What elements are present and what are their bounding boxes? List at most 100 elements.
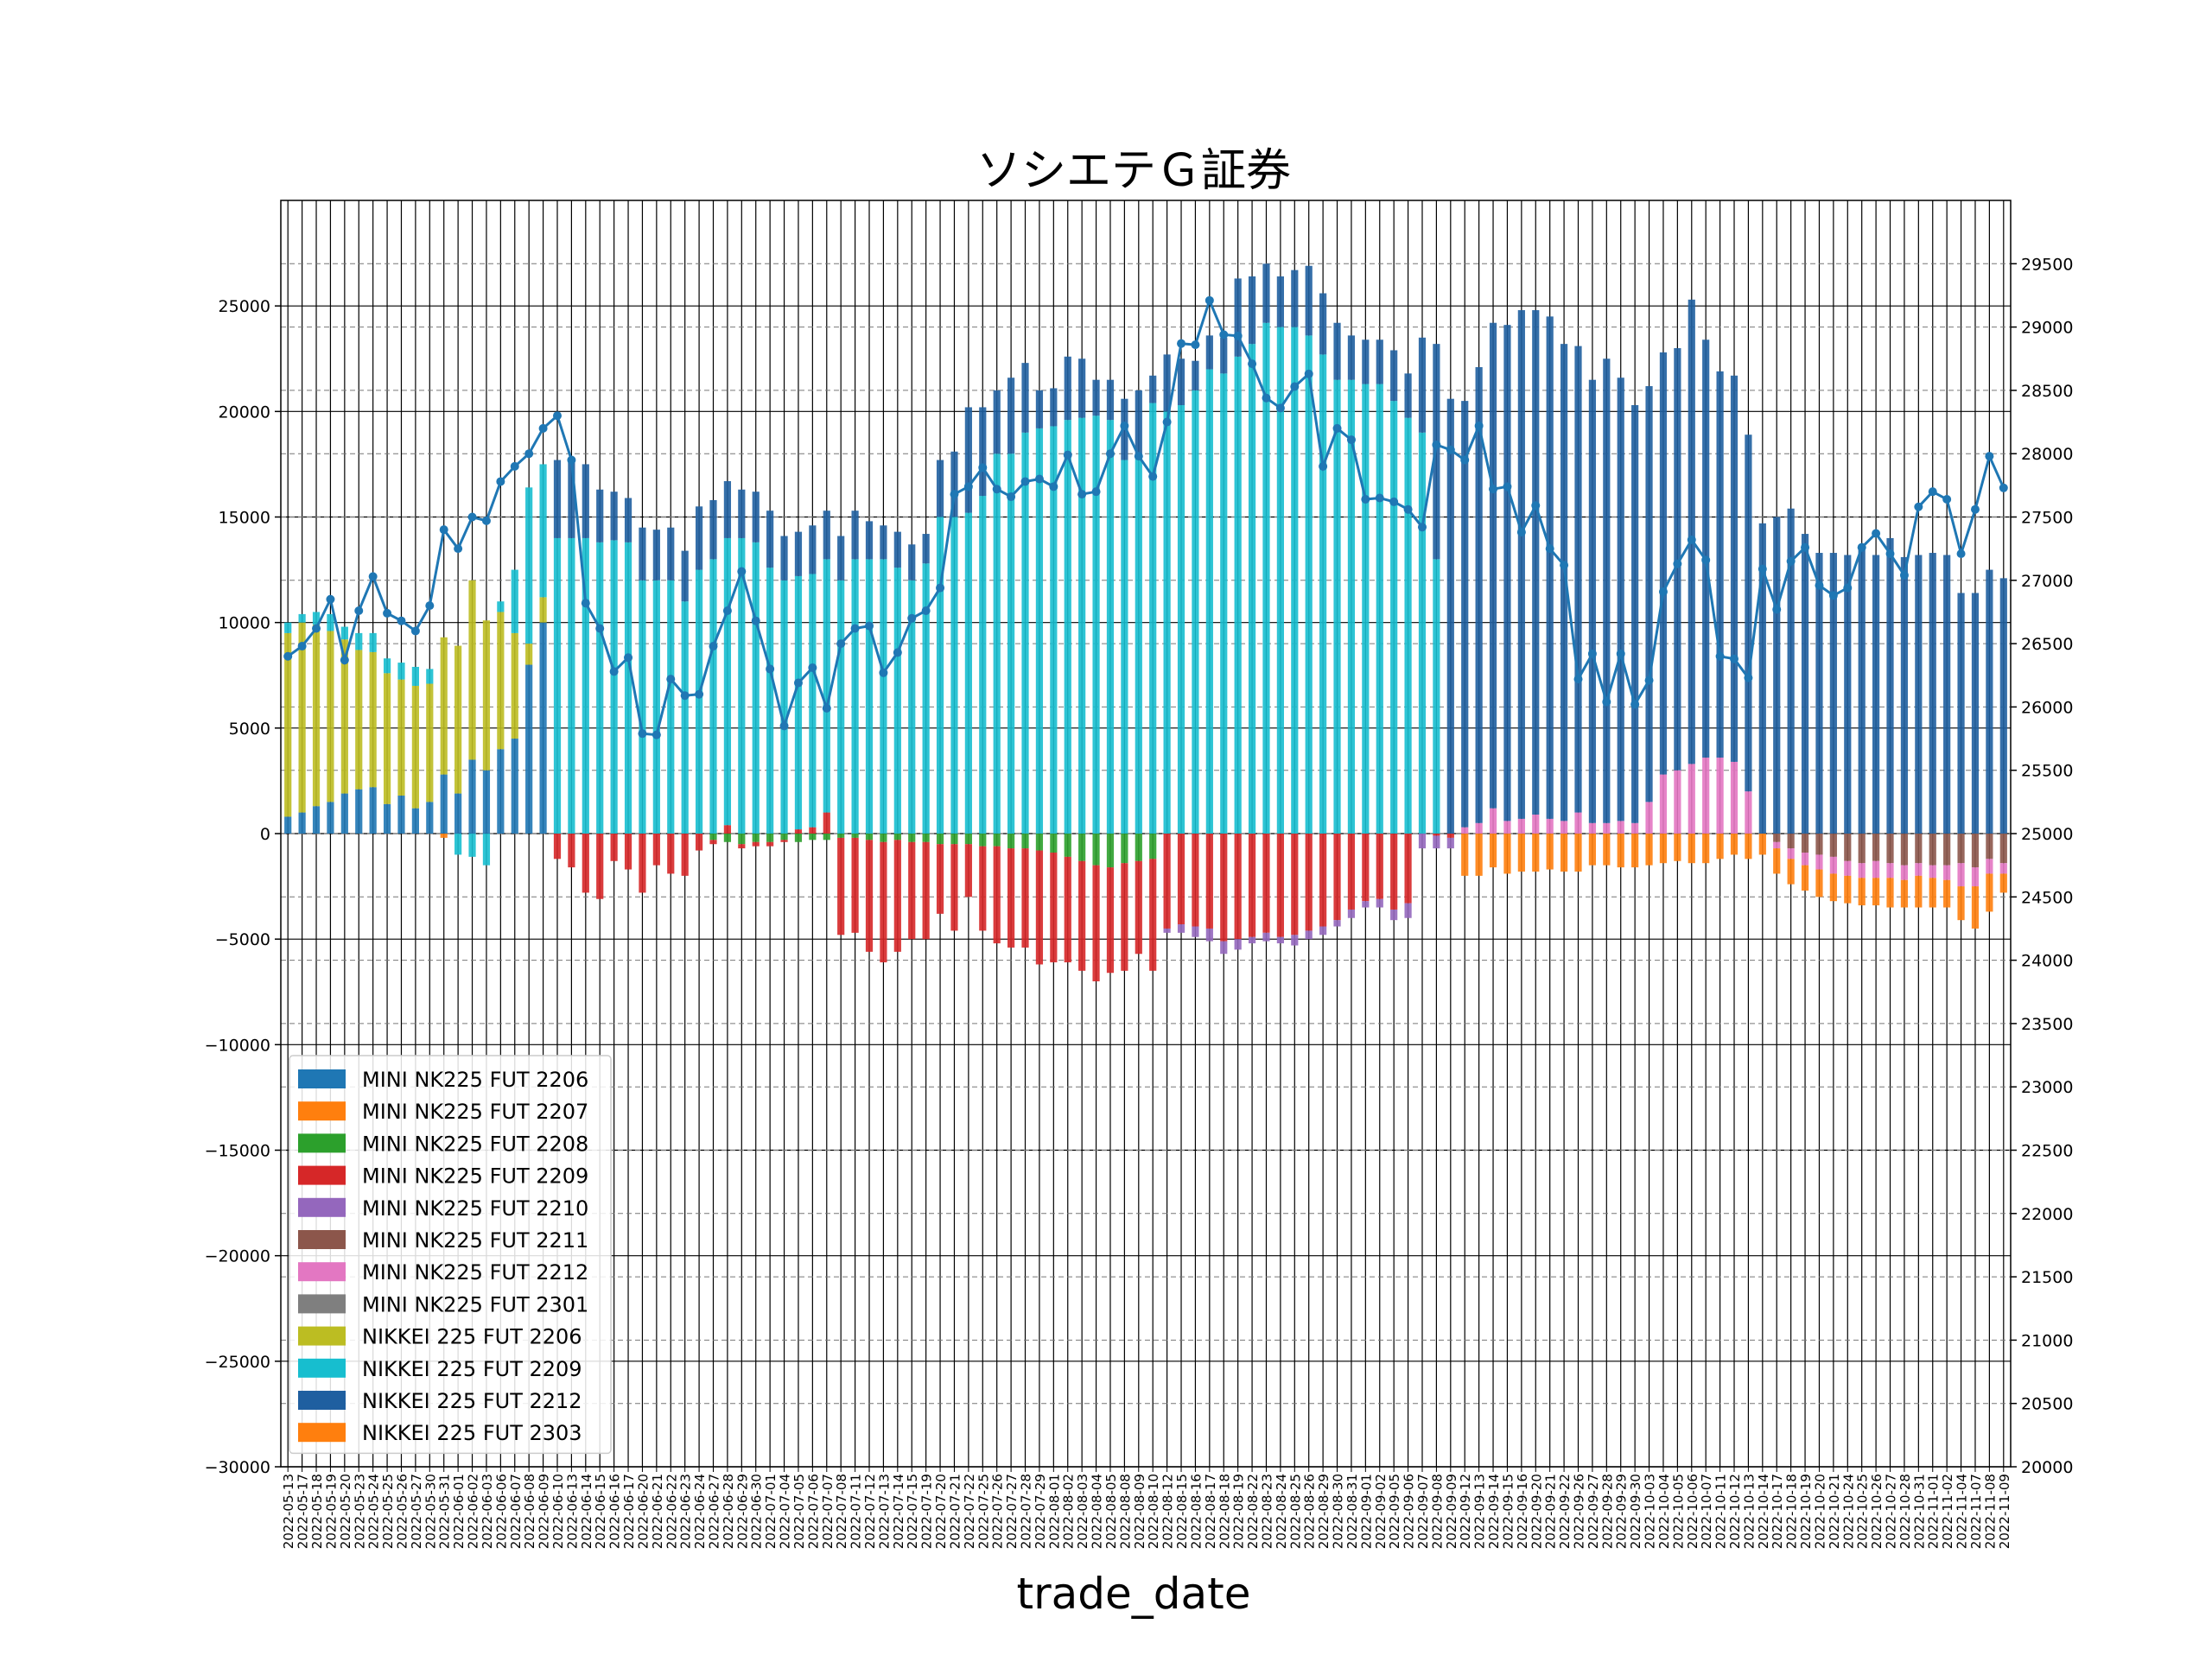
bar-segment [553, 460, 562, 538]
x-tick-label: 2022-09-30 [1628, 1474, 1643, 1549]
bar-segment [851, 511, 859, 560]
bar-segment [1659, 834, 1668, 864]
x-tick-label: 2022-10-11 [1713, 1474, 1729, 1549]
bar-segment [1149, 834, 1157, 860]
x-tick-label: 2022-06-03 [480, 1474, 495, 1549]
bar-segment [1858, 834, 1866, 864]
bar-segment [1787, 859, 1795, 885]
price-point [722, 606, 732, 615]
price-point [496, 477, 505, 486]
price-point [552, 411, 562, 421]
bar-segment [411, 685, 419, 809]
price-point [1332, 423, 1342, 433]
bar-segment [1163, 354, 1171, 412]
legend-label: MINI NK225 FUT 2207 [362, 1100, 588, 1124]
bar-segment [1262, 263, 1270, 323]
bar-segment [936, 460, 944, 517]
bar-segment [383, 658, 391, 674]
price-point [1134, 452, 1143, 461]
bar-segment [1603, 822, 1611, 834]
bar-segment [1106, 867, 1115, 974]
bar-segment [851, 834, 859, 838]
bar-segment [1192, 360, 1199, 390]
price-point [1673, 559, 1682, 568]
x-tick-label: 2022-09-29 [1614, 1474, 1630, 1549]
legend-box [289, 1055, 612, 1455]
bar-segment [454, 834, 462, 855]
bar-segment [298, 812, 306, 834]
bar-segment [723, 834, 732, 842]
y2-tick-label: 25500 [2021, 762, 2073, 781]
bar-segment [1730, 834, 1738, 855]
bar-segment [1915, 834, 1923, 864]
x-tick-label: 2022-07-28 [1019, 1474, 1034, 1549]
x-tick-label: 2022-07-21 [947, 1474, 963, 1549]
x-tick-label: 2022-09-13 [1472, 1474, 1488, 1549]
x-tick-label: 2022-08-10 [1146, 1474, 1161, 1549]
bar-segment [639, 580, 646, 834]
bar-segment [1064, 856, 1071, 963]
bar-segment [1121, 863, 1128, 971]
x-tick-label: 2022-09-01 [1358, 1474, 1374, 1549]
x-tick-label: 2022-06-20 [635, 1474, 651, 1549]
bar-segment [1092, 416, 1100, 834]
bar-segment [865, 521, 874, 560]
y2-tick-label: 28000 [2021, 445, 2073, 464]
bar-segment [1461, 827, 1469, 834]
bar-segment [1333, 379, 1341, 834]
x-tick-label: 2022-08-09 [1132, 1474, 1147, 1549]
x-tick-label: 2022-08-12 [1160, 1474, 1176, 1549]
x-tick-label: 2022-11-07 [1968, 1474, 1984, 1549]
price-point [1815, 580, 1824, 590]
bar-segment [1674, 348, 1681, 771]
bar-segment [880, 841, 887, 963]
x-tick-label: 2022-06-22 [664, 1474, 679, 1549]
bar-segment [568, 537, 575, 834]
x-tick-label: 2022-08-22 [1245, 1474, 1261, 1549]
bar-segment [1574, 812, 1582, 834]
bar-segment [426, 683, 434, 802]
price-point [766, 664, 775, 674]
bar-segment [1829, 856, 1837, 874]
bar-segment [1858, 878, 1866, 906]
price-point [609, 667, 619, 676]
y2-tick-label: 20500 [2021, 1395, 2073, 1414]
y-tick-label: −25000 [205, 1353, 270, 1372]
price-point [1417, 523, 1427, 532]
price-point [1687, 535, 1696, 544]
y2-tick-label: 27500 [2021, 509, 2073, 528]
x-tick-label: 2022-10-18 [1784, 1474, 1800, 1549]
y-tick-label: 5000 [229, 720, 270, 739]
bar-segment [1446, 398, 1454, 834]
bar-segment [809, 834, 817, 841]
bar-segment [1971, 886, 1980, 929]
legend-swatch [298, 1165, 346, 1185]
x-tick-label: 2022-08-02 [1061, 1474, 1077, 1549]
x-tick-label: 2022-08-26 [1302, 1474, 1318, 1549]
bar-segment [1149, 375, 1157, 403]
x-tick-label: 2022-07-04 [778, 1474, 793, 1549]
legend-label: MINI NK225 FUT 2301 [362, 1292, 588, 1316]
legend-swatch [298, 1069, 346, 1088]
price-point [383, 608, 392, 618]
bar-segment [922, 534, 930, 564]
x-tick-label: 2022-10-03 [1643, 1474, 1658, 1549]
bar-segment [865, 840, 874, 952]
bar-segment [1659, 774, 1668, 834]
price-point [978, 463, 988, 473]
x-axis-label: trade_date [1016, 1569, 1250, 1619]
bar-segment [1461, 401, 1469, 828]
x-tick-label: 2022-07-06 [805, 1474, 821, 1549]
x-tick-label: 2022-08-17 [1203, 1474, 1218, 1549]
bar-segment [1234, 278, 1242, 357]
bar-segment [964, 834, 972, 845]
bar-segment [851, 559, 859, 834]
bar-segment [468, 834, 476, 857]
bar-segment [454, 793, 462, 834]
bar-segment [766, 511, 774, 568]
bar-segment [1999, 873, 2007, 893]
bar-segment [695, 506, 703, 570]
x-tick-label: 2022-08-30 [1331, 1474, 1346, 1549]
bar-segment [1234, 356, 1242, 834]
